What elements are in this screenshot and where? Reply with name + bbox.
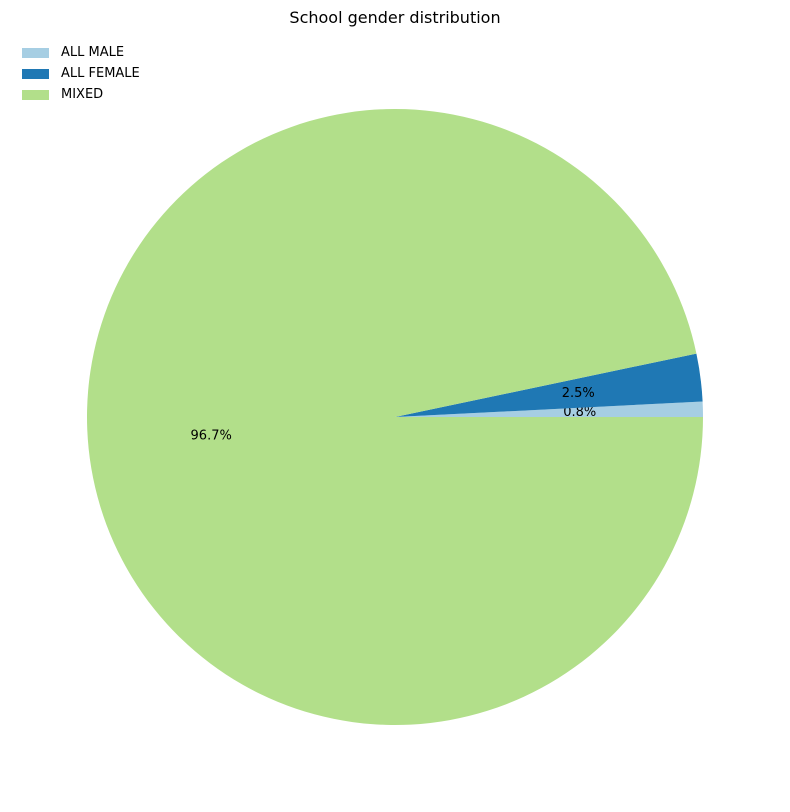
legend-item-mixed: MIXED [22,84,140,105]
legend-label-all-male: ALL MALE [61,45,125,60]
legend-label-all-female: ALL FEMALE [61,66,140,81]
legend-swatch-all-female [22,68,49,79]
pie-slice-mixed [87,109,704,726]
legend-item-all-female: ALL FEMALE [22,63,140,84]
legend-swatch-mixed [22,89,49,100]
legend-swatch-all-male [22,47,49,58]
legend-label-mixed: MIXED [61,87,104,102]
pie-label-all-female: 2.5% [562,386,595,401]
pie-slice-all-female [395,353,703,417]
legend: ALL MALE ALL FEMALE MIXED [22,42,140,105]
pie-label-all-male: 0.8% [563,405,596,420]
legend-item-all-male: ALL MALE [22,42,140,63]
pie-slice-all-male [395,401,703,417]
pie-label-mixed: 96.7% [191,429,232,444]
chart-title: School gender distribution [289,8,501,27]
